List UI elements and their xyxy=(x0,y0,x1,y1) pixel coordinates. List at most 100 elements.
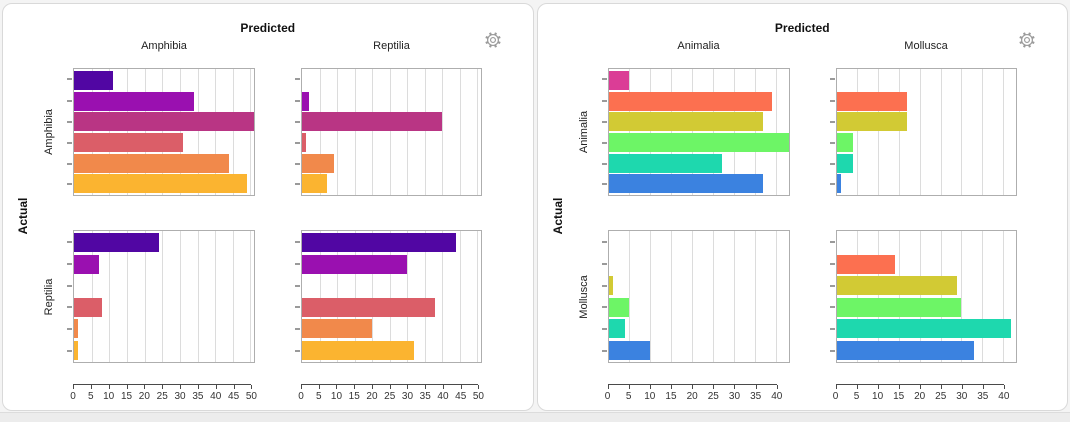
grid-line xyxy=(389,231,391,362)
bar-class-4[interactable] xyxy=(302,297,436,317)
x-tick-label: 25 xyxy=(384,391,396,402)
x-tick-label: 40 xyxy=(437,391,449,402)
bar-row xyxy=(608,318,789,340)
bar-class-6[interactable] xyxy=(608,340,651,360)
grid-line xyxy=(197,231,199,362)
y-tick-mark xyxy=(829,350,835,353)
bar-class-2[interactable] xyxy=(302,91,310,111)
grid-line xyxy=(442,231,444,362)
bar-class-5[interactable] xyxy=(836,153,854,173)
x-tick-mark xyxy=(919,385,921,389)
bar-class-5[interactable] xyxy=(836,319,1012,339)
grid-line xyxy=(650,69,652,195)
settings-button[interactable] xyxy=(483,31,503,51)
bar-class-4[interactable] xyxy=(836,297,962,317)
plot-actual-mollusca-pred-mollusca xyxy=(829,230,1017,363)
x-tick-mark xyxy=(607,385,609,389)
bar-row xyxy=(608,111,789,132)
x-tick-mark xyxy=(425,385,427,389)
bar-class-6[interactable] xyxy=(836,340,974,360)
bar-class-6[interactable] xyxy=(74,340,78,360)
bar-class-1[interactable] xyxy=(74,70,113,90)
bar-row xyxy=(608,340,789,362)
bar-class-4[interactable] xyxy=(608,297,630,317)
bar-class-2[interactable] xyxy=(836,91,908,111)
bar-group xyxy=(74,231,254,362)
bar-class-4[interactable] xyxy=(836,132,854,152)
grid-line xyxy=(878,231,880,362)
x-tick-mark xyxy=(898,385,900,389)
bar-class-6[interactable] xyxy=(302,174,327,194)
bar-class-5[interactable] xyxy=(608,319,626,339)
grid-line xyxy=(650,231,652,362)
x-tick-label: 0 xyxy=(604,391,611,402)
x-axis-line xyxy=(835,384,1004,385)
bar-class-4[interactable] xyxy=(302,132,306,152)
bar-class-3[interactable] xyxy=(836,276,958,296)
bar-class-6[interactable] xyxy=(608,174,764,194)
x-tick-mark xyxy=(940,385,942,389)
bar-class-1[interactable] xyxy=(302,233,457,253)
bar-class-5[interactable] xyxy=(302,153,334,173)
bar-row xyxy=(302,111,481,132)
y-tick-mark xyxy=(601,120,607,123)
grid-line xyxy=(961,69,963,195)
y-tick-mark xyxy=(295,284,300,287)
bar-class-5[interactable] xyxy=(302,319,373,339)
grid-line xyxy=(337,69,339,195)
bar-class-3[interactable] xyxy=(302,112,443,132)
bar-group xyxy=(608,231,789,362)
bar-class-5[interactable] xyxy=(608,153,722,173)
x-tick-label: 30 xyxy=(174,391,186,402)
x-tick-mark xyxy=(982,385,984,389)
bar-row xyxy=(74,132,254,153)
grid-line xyxy=(372,231,374,362)
bar-class-2[interactable] xyxy=(74,254,99,274)
y-tick-mark xyxy=(601,262,607,265)
bar-row xyxy=(74,91,254,112)
bar-class-3[interactable] xyxy=(74,112,254,132)
y-tick-mark xyxy=(601,328,607,331)
bar-class-5[interactable] xyxy=(74,319,78,339)
bar-class-6[interactable] xyxy=(302,340,415,360)
bar-class-2[interactable] xyxy=(302,254,408,274)
bar-class-3[interactable] xyxy=(608,112,764,132)
x-tick-label: 25 xyxy=(156,391,168,402)
grid-line xyxy=(982,69,984,195)
bar-class-6[interactable] xyxy=(836,174,841,194)
facet-panel-animalia-mollusca: Predicted Animalia Mollusca Actual Animalia M… xyxy=(536,3,1068,411)
bar-class-1[interactable] xyxy=(74,233,159,253)
grid-line xyxy=(372,69,374,195)
y-tick-mark xyxy=(829,162,835,165)
bar-class-2[interactable] xyxy=(836,254,895,274)
y-tick-mark xyxy=(829,284,835,287)
y-tick-mark xyxy=(601,162,607,165)
grid-line xyxy=(940,69,942,195)
x-tick-mark xyxy=(371,385,373,389)
bar-class-4[interactable] xyxy=(608,132,789,152)
y-tick-mark xyxy=(67,183,72,186)
grid-line xyxy=(250,231,252,362)
x-tick-mark xyxy=(877,385,879,389)
y-tick-mark xyxy=(67,120,72,123)
horizontal-scrollbar-track[interactable] xyxy=(0,412,1070,422)
bar-class-2[interactable] xyxy=(608,91,772,111)
y-tick-mark xyxy=(829,306,835,309)
bar-class-6[interactable] xyxy=(74,174,247,194)
grid-line xyxy=(898,69,900,195)
settings-button[interactable] xyxy=(1017,31,1037,51)
y-tick-mark xyxy=(67,240,72,243)
x-tick-mark xyxy=(460,385,462,389)
bar-class-1[interactable] xyxy=(608,70,630,90)
bar-class-3[interactable] xyxy=(836,112,908,132)
bar-class-4[interactable] xyxy=(74,132,184,152)
grid-line xyxy=(755,69,756,195)
x-tick-label: 10 xyxy=(644,391,656,402)
bar-class-2[interactable] xyxy=(74,91,194,111)
plot-actual-reptilia-pred-amphibia xyxy=(67,230,255,363)
bar-class-5[interactable] xyxy=(74,153,230,173)
x-tick-mark xyxy=(713,385,715,389)
bar-class-4[interactable] xyxy=(74,297,103,317)
x-tick-label: 40 xyxy=(210,391,222,402)
bar-class-3[interactable] xyxy=(608,276,613,296)
